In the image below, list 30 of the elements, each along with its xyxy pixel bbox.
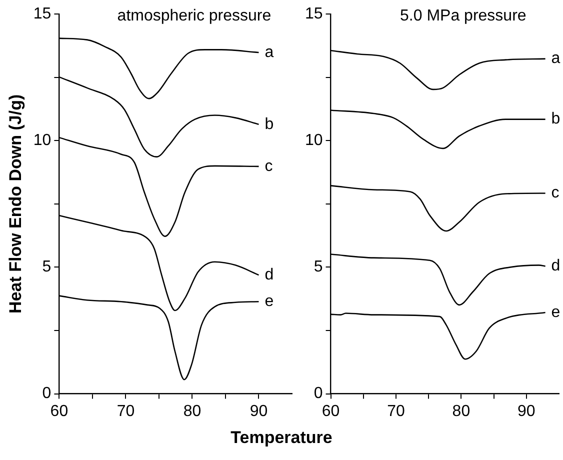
series-label: a bbox=[264, 44, 274, 61]
x-tick-label: 60 bbox=[322, 402, 340, 420]
series-label: e bbox=[551, 304, 560, 321]
series-label: b bbox=[264, 116, 274, 133]
y-tick-label: 15 bbox=[305, 5, 323, 22]
chart-title: 5.0 MPa pressure bbox=[400, 7, 526, 24]
y-tick-label: 5 bbox=[314, 258, 323, 276]
series-label: a bbox=[551, 50, 560, 68]
series-label: d bbox=[551, 258, 560, 275]
series-label: b bbox=[551, 110, 560, 128]
x-tick-label: 90 bbox=[250, 402, 268, 420]
x-tick-label: 60 bbox=[50, 402, 68, 420]
y-tick-label: 0 bbox=[42, 385, 52, 402]
y-tick-label: 15 bbox=[33, 5, 52, 22]
y-tick-label: 10 bbox=[305, 132, 323, 150]
chart-title: atmospheric pressure bbox=[117, 7, 272, 24]
y-tick-label: 0 bbox=[314, 385, 323, 402]
x-tick-label: 70 bbox=[116, 402, 135, 420]
series-label: d bbox=[264, 266, 274, 284]
x-tick-label: 90 bbox=[518, 402, 536, 420]
y-tick-label: 10 bbox=[33, 132, 52, 150]
series-label: c bbox=[551, 184, 560, 202]
series-label: c bbox=[264, 158, 273, 175]
series-label: e bbox=[264, 293, 274, 310]
x-axis-title: Temperature bbox=[230, 428, 334, 448]
x-tick-label: 80 bbox=[452, 402, 470, 420]
x-tick-label: 80 bbox=[183, 402, 202, 420]
y-tick-label: 5 bbox=[42, 258, 52, 276]
x-tick-label: 70 bbox=[387, 402, 405, 420]
y-axis-title: Heat Flow Endo Down (J/g) bbox=[6, 94, 25, 314]
